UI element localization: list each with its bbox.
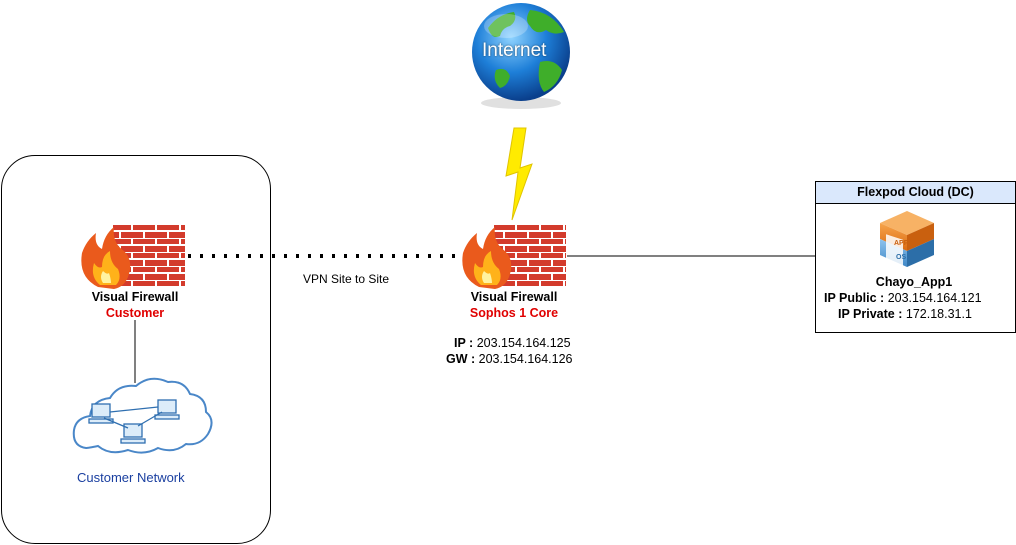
sophos-ip-value: 203.154.164.125 [476, 336, 571, 350]
customer-network-label: Customer Network [77, 470, 185, 485]
sophos-firewall-subtitle: Sophos 1 Core [469, 306, 559, 320]
sophos-ip-key: IP : [454, 336, 474, 350]
sophos-firewall-title: Visual Firewall [470, 290, 558, 304]
internet-label: Internet [482, 40, 547, 61]
app-private-ip-row: IP Private : 172.18.31.1 [838, 307, 972, 321]
vpn-link-label: VPN Site to Site [303, 272, 390, 286]
sophos-ip-row: IP : 203.154.164.125 [454, 336, 571, 350]
lightning-icon [505, 127, 533, 221]
network-cloud-icon [72, 377, 213, 454]
app-name: Chayo_App1 [875, 275, 953, 289]
app-icon-bottom-text: OS [896, 254, 906, 261]
customer-firewall-icon [81, 225, 185, 289]
customer-site-container [1, 155, 271, 544]
app-private-ip-value: 172.18.31.1 [905, 307, 972, 321]
app-private-ip-key: IP Private : [838, 307, 903, 321]
app-server-icon: APP OS [880, 211, 934, 267]
app-public-ip-key: IP Public : [824, 291, 885, 305]
sophos-gw-value: 203.154.164.126 [478, 352, 573, 366]
app-public-ip-value: 203.154.164.121 [887, 291, 982, 305]
flexpod-cloud-title: Flexpod Cloud (DC) [816, 182, 1015, 204]
app-icon-top-text: APP [894, 240, 909, 247]
customer-firewall-subtitle: Customer [105, 306, 165, 320]
customer-firewall-title: Visual Firewall [91, 290, 179, 304]
sophos-gw-row: GW : 203.154.164.126 [446, 352, 573, 366]
app-public-ip-row: IP Public : 203.154.164.121 [824, 291, 982, 305]
sophos-gw-key: GW : [446, 352, 476, 366]
globe-icon [472, 3, 570, 109]
sophos-firewall-icon [462, 225, 566, 289]
